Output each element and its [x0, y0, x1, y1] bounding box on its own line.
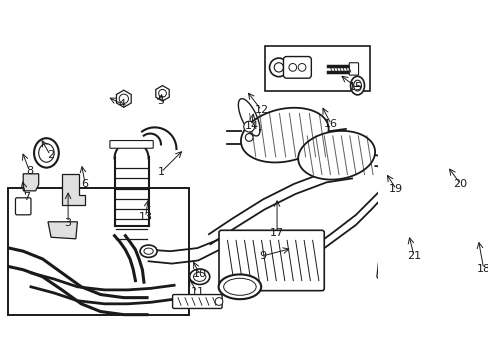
Text: 17: 17: [269, 228, 284, 238]
Polygon shape: [378, 188, 400, 220]
Ellipse shape: [39, 144, 54, 162]
FancyBboxPatch shape: [219, 230, 324, 291]
Text: 20: 20: [452, 179, 467, 189]
FancyBboxPatch shape: [283, 57, 311, 78]
Circle shape: [288, 63, 296, 71]
Ellipse shape: [350, 76, 364, 95]
Ellipse shape: [223, 278, 256, 295]
FancyBboxPatch shape: [348, 63, 358, 75]
Ellipse shape: [140, 245, 157, 257]
Text: 12: 12: [254, 105, 268, 115]
FancyBboxPatch shape: [16, 198, 31, 215]
Circle shape: [245, 134, 253, 141]
Ellipse shape: [143, 248, 153, 254]
Circle shape: [298, 63, 305, 71]
Polygon shape: [436, 186, 488, 220]
Circle shape: [269, 58, 287, 77]
Text: 6: 6: [81, 179, 88, 189]
Polygon shape: [62, 174, 85, 205]
Polygon shape: [473, 251, 488, 302]
FancyBboxPatch shape: [110, 140, 153, 148]
Text: 14: 14: [244, 121, 258, 131]
Text: 1: 1: [157, 167, 164, 177]
Ellipse shape: [34, 138, 59, 168]
Text: 18: 18: [476, 264, 488, 274]
Ellipse shape: [353, 80, 361, 91]
Bar: [264, 46, 369, 91]
Circle shape: [274, 63, 283, 72]
Text: 2: 2: [47, 150, 54, 160]
Ellipse shape: [189, 269, 209, 284]
Text: 3: 3: [64, 217, 71, 228]
Text: 19: 19: [388, 184, 403, 194]
Text: 7: 7: [23, 192, 30, 202]
Text: 8: 8: [26, 166, 33, 176]
Text: 4: 4: [119, 99, 125, 109]
Polygon shape: [48, 222, 77, 239]
Text: 15: 15: [348, 82, 362, 92]
Text: 16: 16: [324, 119, 338, 129]
FancyBboxPatch shape: [172, 294, 222, 309]
Polygon shape: [376, 251, 444, 294]
Text: 11: 11: [190, 287, 204, 297]
Bar: [8, 188, 189, 315]
Polygon shape: [23, 174, 39, 191]
Text: 10: 10: [192, 269, 206, 279]
Circle shape: [215, 298, 223, 305]
Ellipse shape: [218, 274, 261, 299]
Text: 9: 9: [259, 251, 266, 261]
Polygon shape: [298, 131, 374, 180]
Ellipse shape: [193, 272, 205, 282]
Circle shape: [244, 121, 254, 132]
Text: 13: 13: [138, 212, 152, 222]
Text: 21: 21: [406, 251, 420, 261]
Polygon shape: [241, 108, 328, 162]
Circle shape: [119, 94, 128, 103]
Circle shape: [158, 89, 166, 97]
Text: 5: 5: [156, 96, 163, 106]
